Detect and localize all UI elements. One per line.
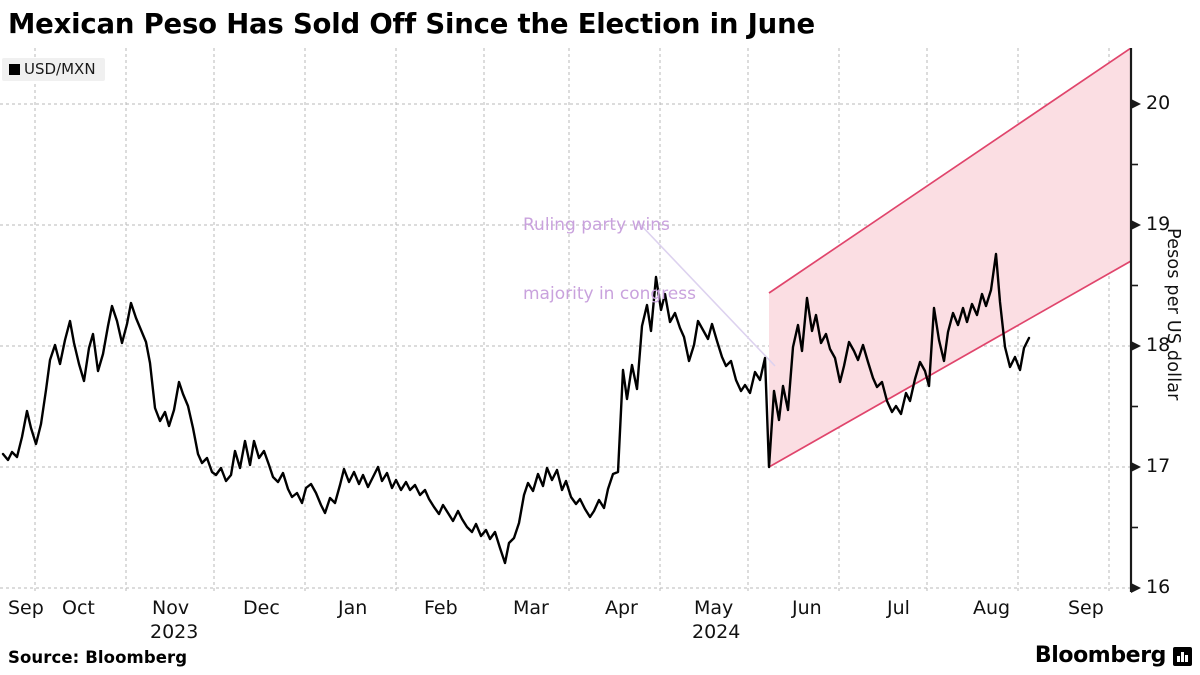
x-tick-label-feb: Feb [424, 597, 458, 619]
source-note: Source: Bloomberg [8, 648, 188, 667]
series-usd-mxn [1, 252, 1031, 565]
y-tick-label-20: 20 [1146, 92, 1171, 114]
x-tick-label-nov: Nov [152, 597, 190, 619]
x-tick-label-jan: Jan [338, 597, 368, 619]
y-axis-major-ticks [1131, 99, 1141, 593]
x-tick-label-aug: Aug [973, 597, 1011, 619]
legend-swatch-usd-mxn [9, 64, 20, 75]
bloomberg-terminal-icon [1173, 646, 1192, 666]
x-axis-year-2023: 2023 [150, 621, 199, 643]
y-tick-label-19: 19 [1146, 213, 1171, 235]
annotation-leader-line [637, 221, 776, 367]
bloomberg-branding: Bloomberg [1035, 644, 1192, 668]
x-tick-label-may: May [694, 597, 734, 619]
annotation-line-1: Ruling party wins [523, 215, 670, 235]
y-axis-minor-ticks [1131, 163, 1138, 529]
x-tick-label-oct: Oct [62, 597, 95, 619]
x-tick-label-mar: Mar [513, 597, 549, 619]
annotation-line-2: majority in congress [523, 284, 696, 304]
gridlines-vertical [34, 48, 1110, 592]
x-tick-label-jul: Jul [887, 597, 910, 619]
y-axis-title: Pesos per US dollar [1163, 228, 1183, 401]
x-tick-label-jun: Jun [792, 597, 822, 619]
x-tick-label-dec: Dec [243, 597, 280, 619]
x-tick-label-sep-2023: Sep [8, 597, 44, 619]
y-tick-label-18: 18 [1146, 334, 1171, 356]
page-title: Mexican Peso Has Sold Off Since the Elec… [8, 8, 815, 40]
legend-label-usd-mxn: USD/MXN [24, 60, 96, 78]
price-channel-band [768, 48, 1131, 468]
x-axis-year-2024: 2024 [692, 621, 741, 643]
legend: USD/MXN [2, 58, 105, 81]
y-tick-label-16: 16 [1146, 576, 1171, 598]
bloomberg-wordmark: Bloomberg [1034, 643, 1167, 668]
x-tick-label-apr: Apr [605, 597, 638, 619]
annotation-election: Ruling party wins majority in congress [523, 168, 696, 352]
y-tick-label-17: 17 [1146, 455, 1171, 477]
x-tick-label-sep-2024: Sep [1068, 597, 1104, 619]
